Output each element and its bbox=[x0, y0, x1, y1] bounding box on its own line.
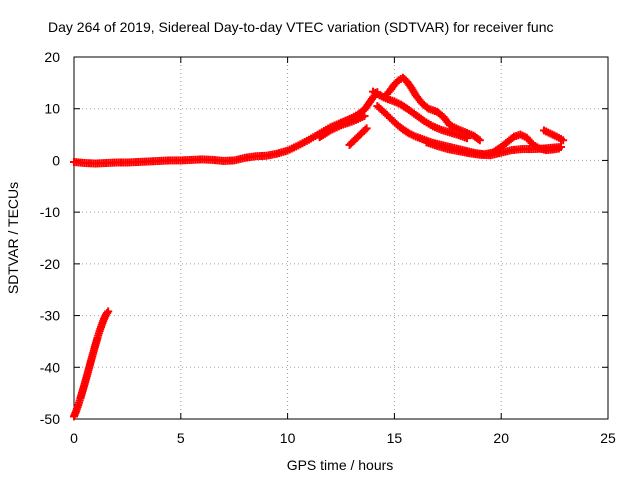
y-tick-labels: -50 -40 -30 -20 -10 0 10 20 bbox=[40, 49, 60, 427]
y-axis-label: SDTVAR / TECUs bbox=[5, 182, 21, 294]
y-tick-label: 10 bbox=[44, 101, 60, 117]
x-tick-labels: 0 5 10 15 20 25 bbox=[70, 430, 616, 446]
plot-frame bbox=[73, 56, 609, 420]
data-marker bbox=[361, 125, 370, 134]
data-point bbox=[557, 142, 566, 151]
x-tick-label: 15 bbox=[387, 430, 403, 446]
data-point bbox=[360, 111, 369, 120]
x-tick-label: 0 bbox=[70, 430, 78, 446]
x-axis-label: GPS time / hours bbox=[287, 457, 394, 473]
ticks bbox=[73, 56, 609, 420]
data-marker bbox=[103, 308, 112, 317]
y-tick-label: -40 bbox=[40, 359, 60, 375]
y-tick-label: -20 bbox=[40, 256, 60, 272]
data-point bbox=[104, 307, 113, 316]
data-point bbox=[475, 136, 484, 145]
x-tick-label: 25 bbox=[600, 430, 616, 446]
data-point bbox=[559, 136, 568, 145]
x-tick-label: 5 bbox=[177, 430, 185, 446]
y-tick-label: 20 bbox=[44, 49, 60, 65]
data-marker bbox=[474, 135, 483, 144]
data-markers bbox=[70, 73, 568, 421]
y-tick-label: -30 bbox=[40, 308, 60, 324]
y-tick-label: -10 bbox=[40, 204, 60, 220]
y-tick-label: 0 bbox=[52, 152, 60, 168]
x-tick-label: 20 bbox=[493, 430, 509, 446]
data-point bbox=[463, 134, 472, 143]
data-point bbox=[362, 124, 371, 133]
y-tick-label: -50 bbox=[40, 411, 60, 427]
grid bbox=[74, 57, 608, 419]
x-tick-label: 10 bbox=[280, 430, 296, 446]
chart-title: Day 264 of 2019, Sidereal Day-to-day VTE… bbox=[48, 19, 554, 35]
